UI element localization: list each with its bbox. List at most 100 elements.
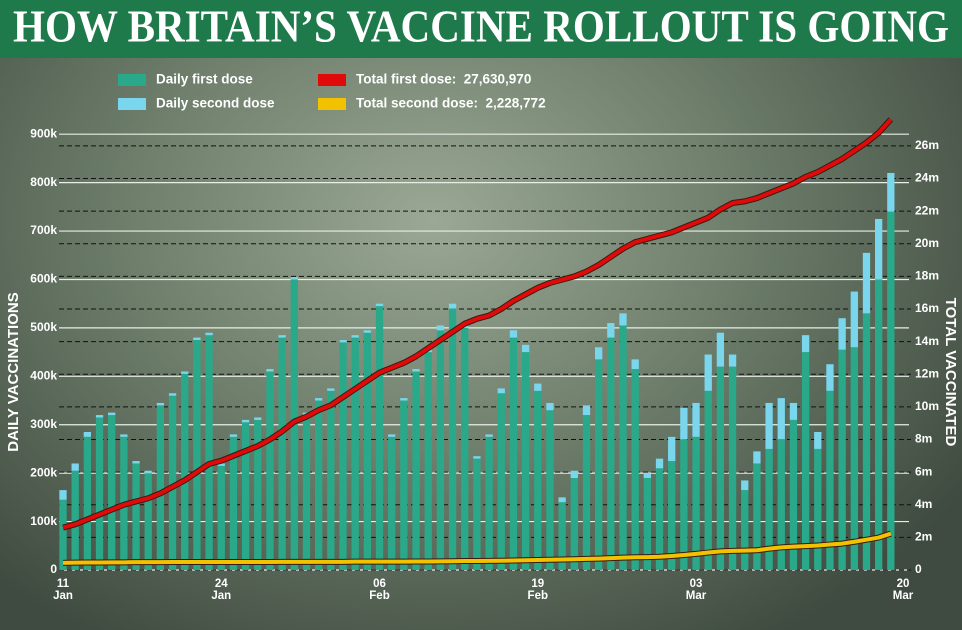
bar bbox=[789, 402, 798, 420]
bar bbox=[95, 415, 104, 418]
y2-tick-label: 6m bbox=[915, 464, 932, 478]
y-tick-label: 500k bbox=[30, 320, 57, 334]
x-tick-label: 19 Feb bbox=[527, 578, 548, 602]
y2-tick-label: 16m bbox=[915, 301, 939, 315]
y-tick-label: 0 bbox=[50, 562, 57, 576]
bar bbox=[838, 318, 846, 350]
bar bbox=[485, 436, 493, 570]
bar bbox=[668, 461, 676, 570]
bar bbox=[229, 434, 238, 437]
bar bbox=[71, 463, 79, 471]
bar bbox=[887, 211, 895, 570]
bar bbox=[887, 172, 895, 212]
bar bbox=[692, 436, 700, 570]
bar bbox=[144, 470, 152, 474]
bar bbox=[753, 463, 761, 570]
y-tick-label: 200k bbox=[30, 465, 57, 479]
y2-tick-label: 14m bbox=[915, 334, 939, 348]
bar bbox=[108, 415, 116, 570]
bar bbox=[704, 390, 712, 570]
y-tick-label: 100k bbox=[30, 514, 57, 528]
y2-tick-label: 10m bbox=[915, 399, 939, 413]
y-axis-title: DAILY VACCINATIONS bbox=[5, 292, 22, 451]
y2-tick-label: 8m bbox=[915, 432, 932, 446]
legend-label: Daily second dose bbox=[156, 96, 275, 111]
bar bbox=[534, 383, 542, 391]
bar bbox=[339, 340, 347, 343]
bar bbox=[619, 313, 627, 326]
bar bbox=[144, 473, 152, 570]
bar bbox=[241, 419, 250, 423]
bar bbox=[424, 352, 432, 570]
y-tick-label: 400k bbox=[30, 368, 57, 382]
bar bbox=[692, 402, 700, 437]
bar bbox=[83, 436, 91, 570]
y2-tick-label: 4m bbox=[915, 497, 932, 511]
bar bbox=[777, 439, 785, 570]
bar bbox=[278, 335, 286, 338]
bar bbox=[327, 388, 335, 391]
bar bbox=[473, 456, 481, 459]
bar bbox=[339, 342, 347, 570]
bar bbox=[59, 490, 67, 500]
bar bbox=[680, 407, 688, 440]
bar bbox=[728, 366, 737, 570]
bar bbox=[168, 393, 177, 396]
y2-tick-label: 20m bbox=[915, 236, 939, 250]
bar bbox=[400, 398, 408, 401]
bar bbox=[582, 415, 591, 570]
bar bbox=[850, 347, 858, 570]
bar bbox=[643, 478, 651, 570]
bar bbox=[558, 502, 566, 570]
bar bbox=[558, 497, 566, 503]
x-tick-label: 20 Mar bbox=[892, 578, 914, 602]
bar bbox=[643, 473, 651, 478]
bar bbox=[83, 432, 91, 437]
bar bbox=[655, 458, 664, 469]
bar bbox=[534, 390, 542, 570]
bar bbox=[765, 448, 773, 570]
bar bbox=[521, 352, 530, 570]
bar bbox=[607, 323, 615, 338]
bar bbox=[71, 470, 79, 570]
bar bbox=[838, 349, 846, 570]
bar bbox=[461, 327, 469, 570]
bar bbox=[241, 422, 250, 570]
bar bbox=[875, 218, 883, 280]
bar bbox=[741, 490, 749, 570]
y-tick-label: 800k bbox=[30, 175, 57, 189]
title-banner bbox=[0, 0, 962, 58]
bar bbox=[814, 432, 822, 449]
bar bbox=[132, 463, 140, 570]
bar bbox=[363, 332, 371, 570]
chart-title: HOW BRITAIN’S VACCINE ROLLOUT IS GOING bbox=[13, 1, 949, 52]
legend-label: Total second dose: 2,228,772 bbox=[356, 96, 546, 111]
bar bbox=[181, 373, 189, 570]
legend-swatch bbox=[118, 74, 146, 86]
bar bbox=[254, 417, 262, 420]
bar bbox=[315, 398, 323, 401]
bar bbox=[826, 390, 834, 570]
bar bbox=[862, 313, 871, 570]
bar bbox=[862, 252, 871, 314]
bar bbox=[375, 303, 384, 307]
bar bbox=[168, 395, 177, 570]
bar bbox=[181, 371, 189, 374]
y-tick-label: 300k bbox=[30, 417, 57, 431]
bar bbox=[95, 417, 104, 570]
bar bbox=[120, 434, 128, 437]
bar bbox=[680, 439, 688, 570]
bar bbox=[400, 400, 408, 570]
bar bbox=[266, 369, 274, 372]
y2-tick-label: 18m bbox=[915, 269, 939, 283]
bar bbox=[595, 359, 603, 570]
bar bbox=[363, 330, 371, 333]
legend-label: Daily first dose bbox=[156, 72, 253, 87]
bar bbox=[509, 330, 518, 338]
bar bbox=[205, 335, 213, 570]
bar bbox=[302, 415, 311, 570]
y2-tick-label: 2m bbox=[915, 530, 932, 544]
bar bbox=[704, 354, 712, 391]
bar bbox=[412, 371, 420, 570]
